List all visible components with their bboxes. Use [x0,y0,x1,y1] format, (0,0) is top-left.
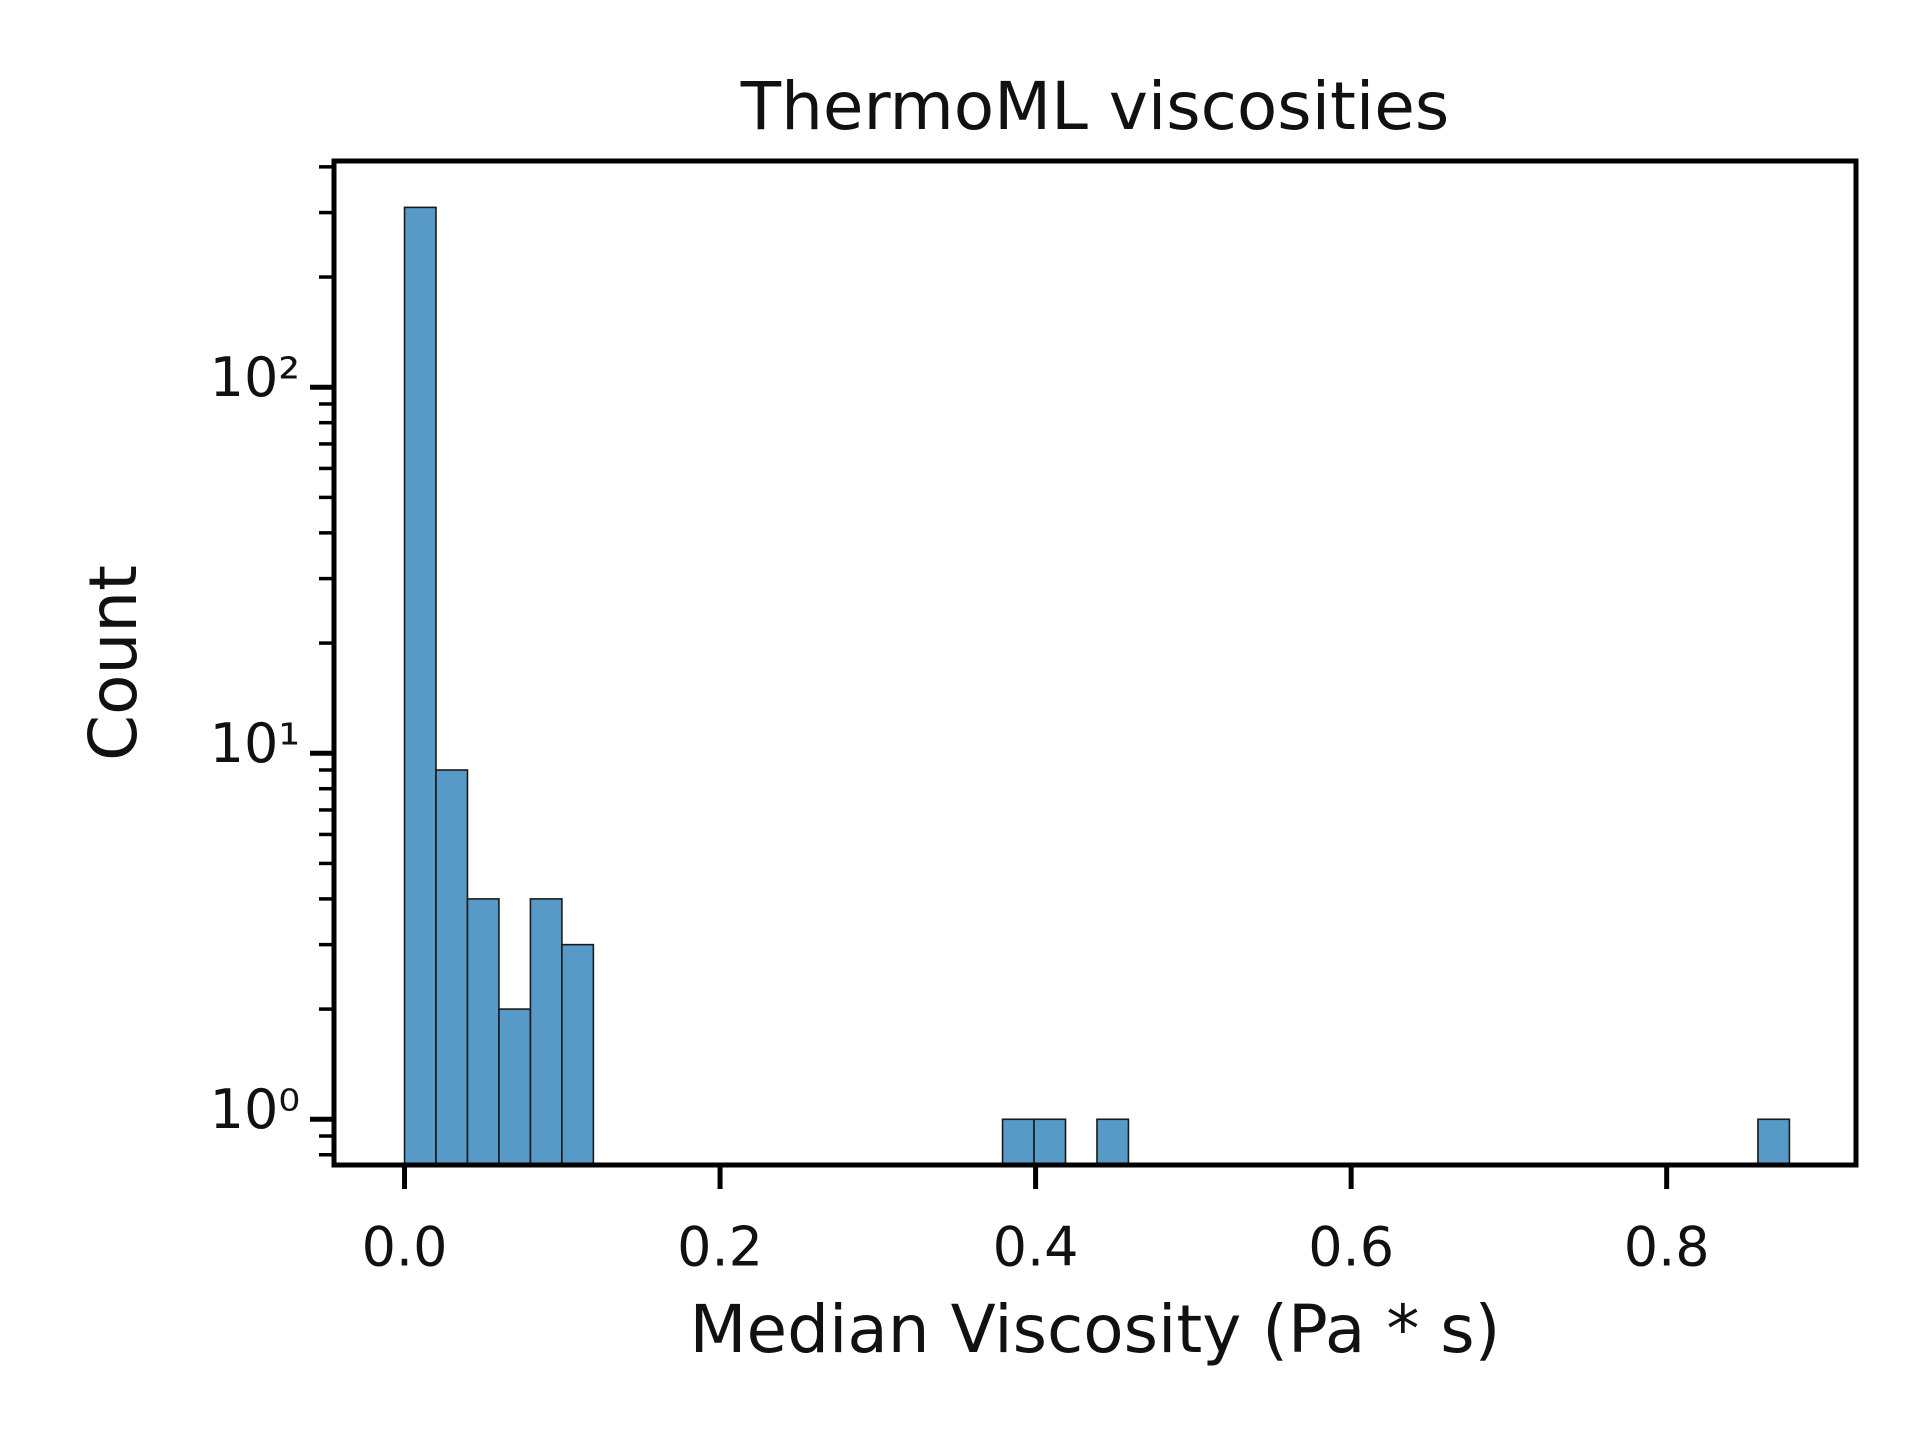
x-axis-label: Median Viscosity (Pa * s) [690,1291,1501,1368]
x-tick-label: 0.6 [1308,1216,1394,1279]
y-axis-label: Count [75,565,152,761]
bar [435,769,469,1166]
x-tick-label: 0.4 [993,1216,1079,1279]
bar [529,898,563,1166]
x-tick-label: 0.2 [677,1216,763,1279]
x-tick-label: 0.0 [362,1216,448,1279]
y-tick-label: 10¹ [210,712,300,775]
bar [1001,1118,1035,1166]
bar [1757,1118,1791,1166]
x-tick-label: 0.8 [1624,1216,1710,1279]
y-tick-label: 10² [210,346,300,409]
bar [1096,1118,1130,1166]
bar [466,898,500,1166]
chart-title: ThermoML viscosities [740,68,1449,145]
bar [403,206,437,1166]
bar [1033,1118,1067,1166]
y-tick-label: 10⁰ [210,1078,300,1141]
bar [561,943,595,1166]
bar [498,1008,532,1166]
plot-frame [331,158,1859,1168]
